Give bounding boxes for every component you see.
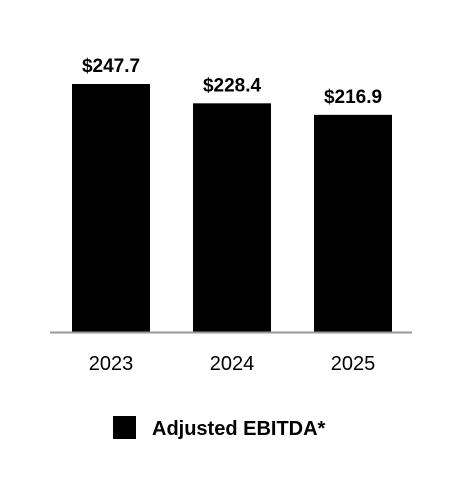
x-tick-label-2024: 2024: [210, 353, 255, 375]
bars-group: [72, 84, 392, 333]
value-labels-group: $247.7 $228.4 $216.9: [82, 56, 382, 108]
legend-label: Adjusted EBITDA*: [152, 418, 326, 440]
x-tick-label-2023: 2023: [89, 353, 134, 375]
legend: Adjusted EBITDA*: [113, 416, 326, 440]
value-label-2023: $247.7: [82, 56, 140, 77]
bar-2025: [314, 114, 392, 332]
x-tick-labels-group: 2023 2024 2025: [89, 353, 376, 375]
bar-2024: [193, 103, 271, 333]
value-label-2024: $228.4: [203, 75, 262, 96]
legend-swatch: [113, 416, 136, 439]
bar-2023: [72, 84, 150, 332]
x-tick-label-2025: 2025: [331, 353, 376, 375]
value-label-2025: $216.9: [324, 87, 382, 108]
